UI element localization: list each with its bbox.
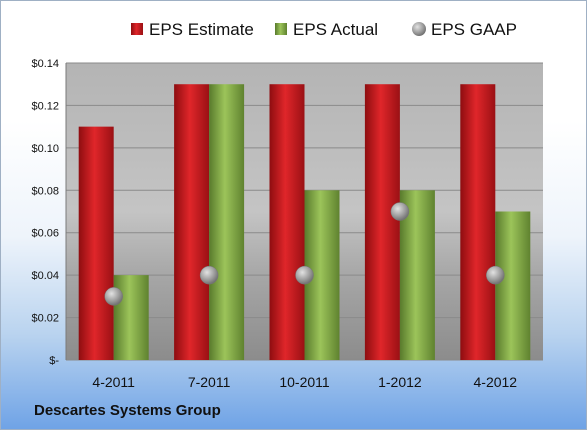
- gaap-points: [104, 202, 505, 306]
- eps-actual-bar: [495, 211, 531, 360]
- company-label: Descartes Systems Group: [34, 402, 221, 419]
- eps-gaap-point: [486, 265, 505, 285]
- eps-estimate-bar: [174, 84, 210, 360]
- legend: EPS Estimate EPS Actual EPS GAAP: [131, 20, 517, 39]
- x-tick-label: 7-2011: [188, 374, 231, 390]
- legend-label: EPS GAAP: [431, 20, 517, 39]
- eps-estimate-bar: [460, 84, 496, 360]
- eps-actual-bar: [113, 275, 149, 360]
- eps-gaap-point: [390, 202, 410, 221]
- legend-label: EPS Actual: [293, 20, 378, 39]
- legend-actual-swatch: [275, 23, 287, 35]
- legend-label: EPS Estimate: [149, 20, 254, 39]
- eps-estimate-bar: [364, 84, 400, 360]
- x-tick-label: 1-2012: [378, 374, 422, 390]
- bars: [78, 84, 531, 361]
- legend-estimate-swatch: [131, 23, 143, 35]
- eps-gaap-point: [104, 287, 123, 306]
- x-tick-label: 4-2012: [474, 374, 518, 390]
- eps-estimate-bar: [78, 126, 114, 361]
- eps-actual-bar: [209, 84, 245, 360]
- y-tick-label: $0.06: [31, 228, 59, 240]
- y-tick-label: $0.14: [31, 58, 59, 70]
- x-axis-ticks: 4-2011 7-2011 10-2011 1-2012 4-2012: [92, 374, 517, 390]
- eps-gaap-point: [199, 265, 219, 285]
- y-tick-label: $0.10: [31, 143, 59, 155]
- y-tick-label: $-: [49, 355, 59, 367]
- y-tick-label: $0.02: [31, 313, 59, 325]
- eps-estimate-bar: [269, 84, 305, 360]
- y-tick-label: $0.12: [31, 100, 59, 112]
- y-tick-label: $0.04: [31, 270, 59, 282]
- eps-gaap-point: [295, 265, 314, 285]
- x-tick-label: 4-2011: [92, 374, 135, 390]
- y-tick-label: $0.08: [31, 185, 59, 197]
- x-tick-label: 10-2011: [279, 374, 330, 390]
- legend-gaap-marker: [412, 22, 426, 36]
- y-axis-ticks: $- $0.02 $0.04 $0.06 $0.08 $0.10 $0.12 $0.14: [31, 58, 59, 367]
